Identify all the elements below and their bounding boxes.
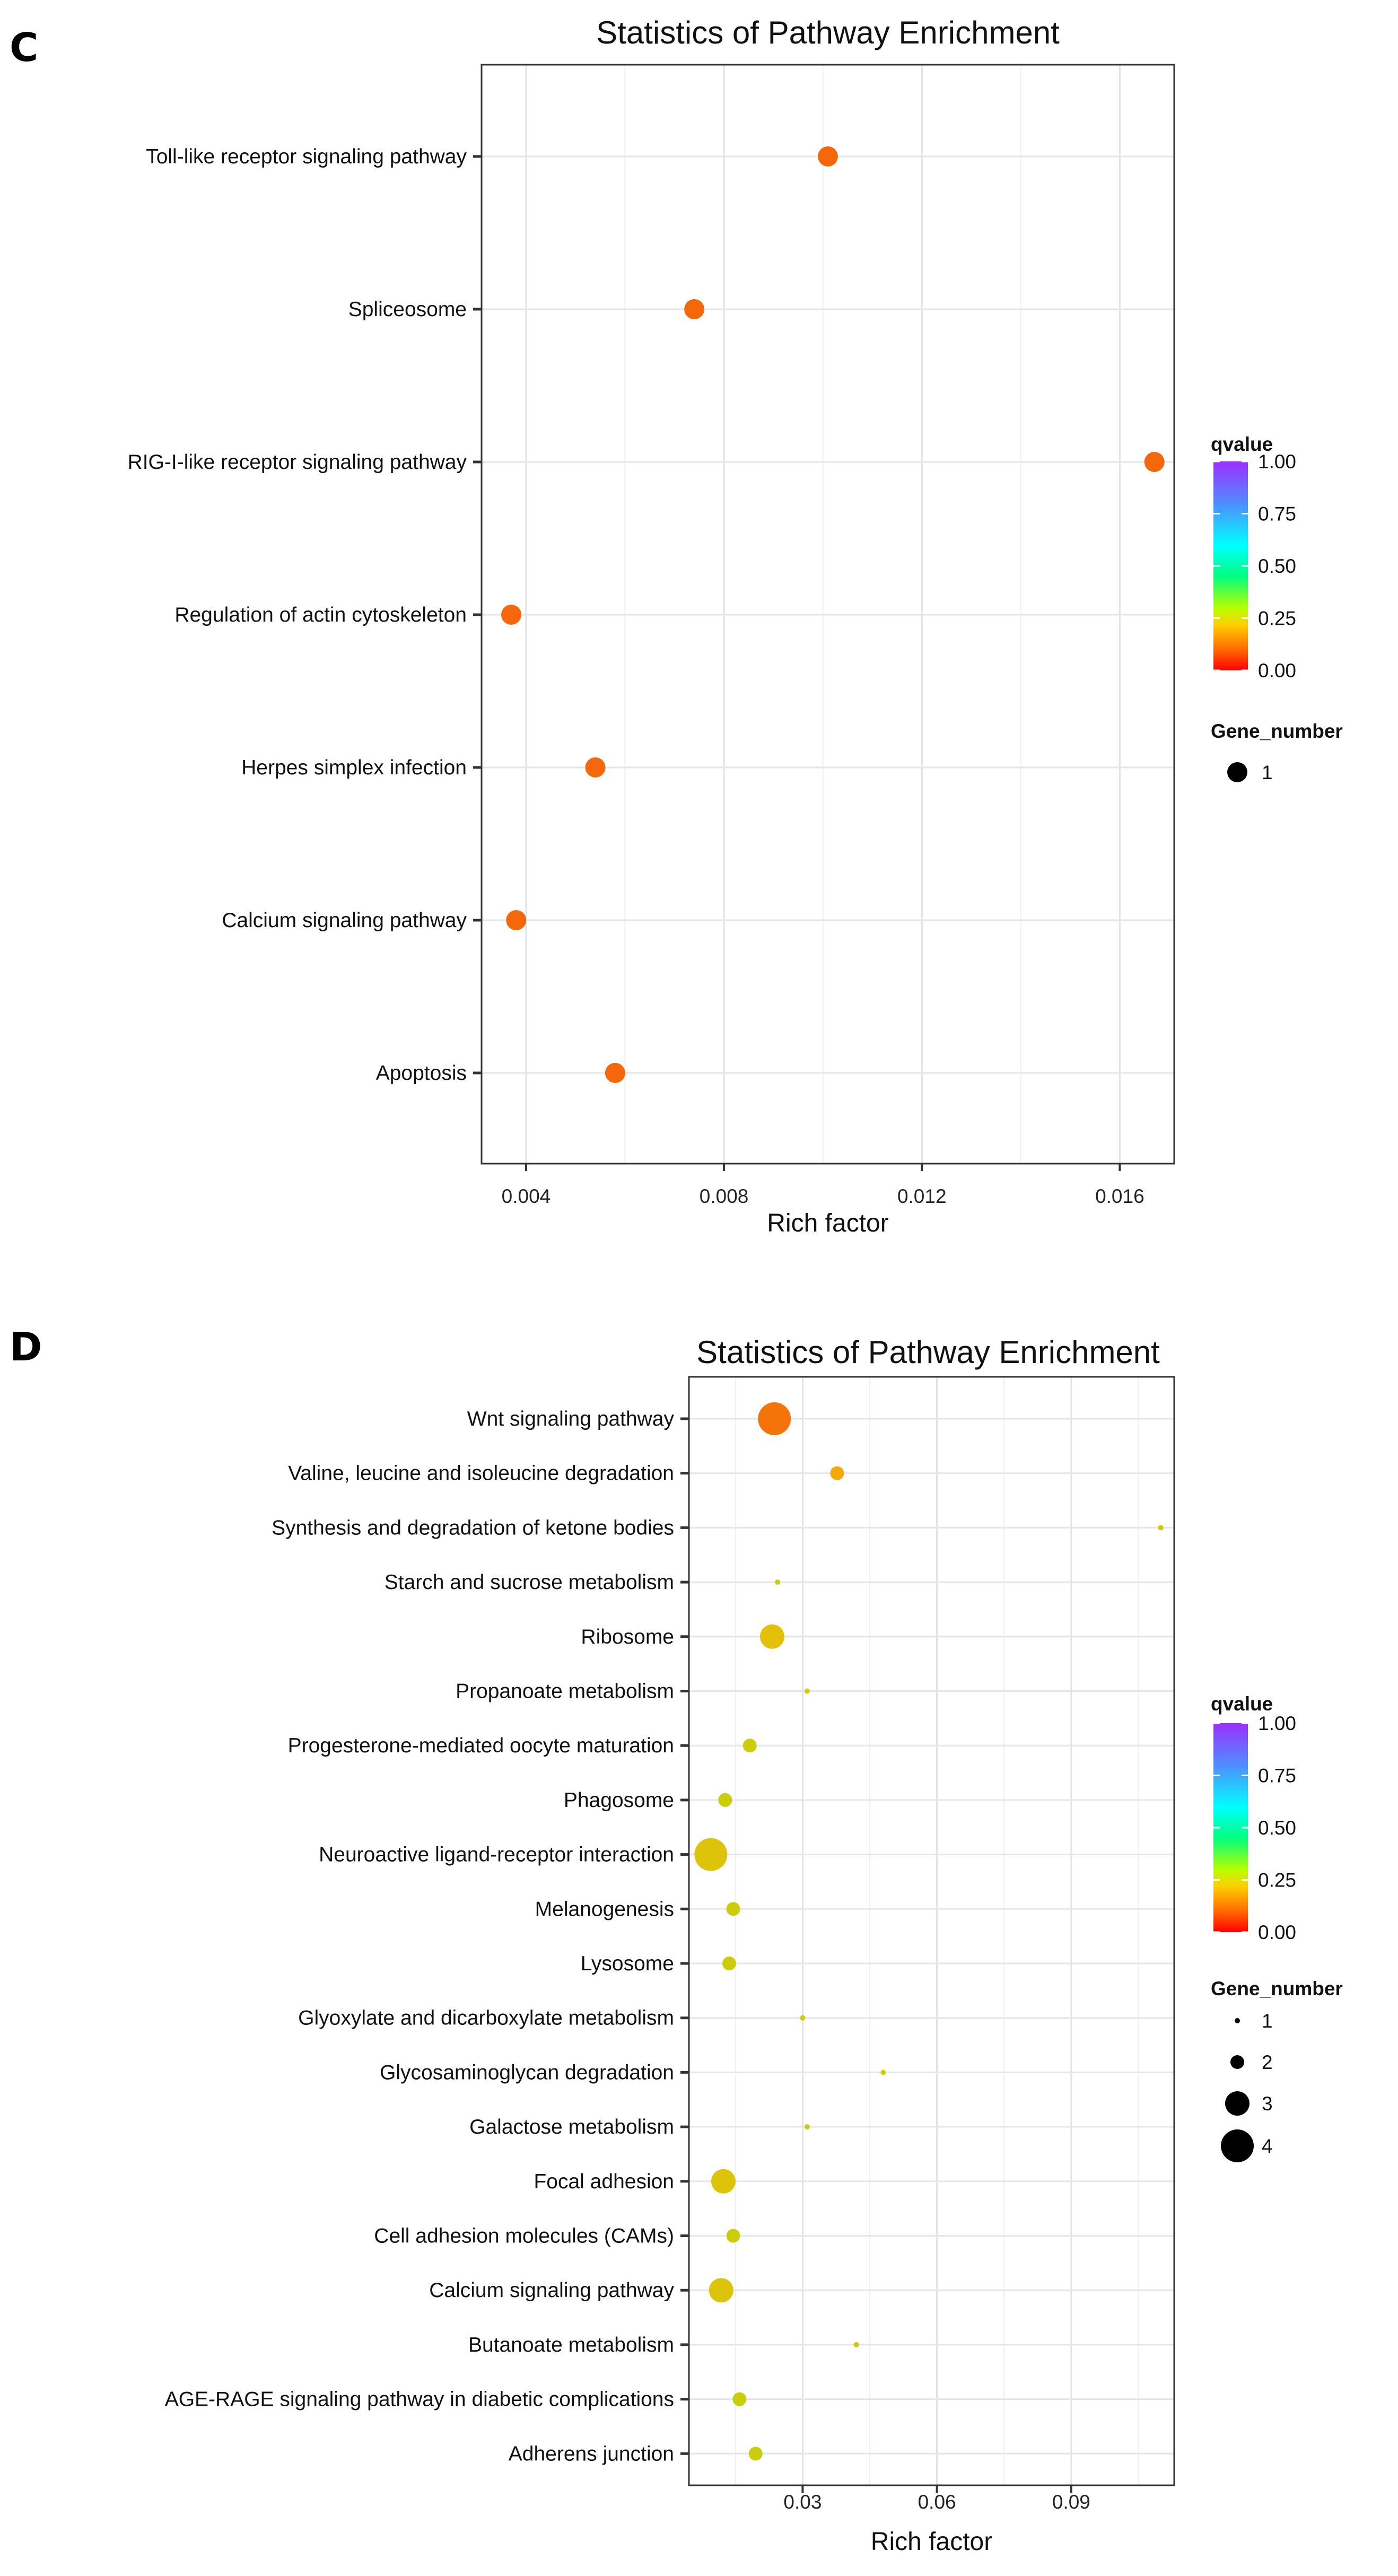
size-legend-label: 2 [1262, 2051, 1273, 2073]
data-point [732, 2392, 747, 2406]
chart-title: Statistics of Pathway Enrichment [596, 15, 1060, 50]
data-point [501, 605, 521, 625]
data-point [726, 1902, 740, 1916]
data-point [718, 1793, 732, 1807]
category-label: Spliceosome [348, 298, 467, 321]
category-label: Calcium signaling pathway [429, 2279, 674, 2302]
category-label: RIG-I-like receptor signaling pathway [128, 451, 467, 474]
x-axis-title: Rich factor [871, 2528, 992, 2556]
data-point [880, 2069, 886, 2075]
colorbar-label: 1.00 [1258, 451, 1296, 473]
data-point [684, 299, 705, 319]
data-point [748, 2447, 763, 2461]
x-tick-label: 0.004 [502, 1185, 551, 1207]
data-point [853, 2342, 859, 2347]
data-point [711, 2169, 736, 2194]
size-legend-marker [1230, 2055, 1244, 2069]
size-legend-title: Gene_number [1211, 1978, 1343, 1999]
data-point [722, 1957, 736, 1970]
category-label: Progesterone-mediated oocyte maturation [288, 1734, 674, 1757]
x-tick-label: 0.012 [897, 1185, 947, 1207]
data-point [605, 1063, 625, 1083]
category-label: Herpes simplex infection [241, 756, 467, 779]
category-label: Adherens junction [509, 2442, 674, 2465]
plot-frame [688, 1376, 1175, 2486]
data-point [804, 1688, 810, 1694]
category-label: Focal adhesion [534, 2170, 674, 2193]
size-legend-label: 1 [1262, 762, 1273, 783]
colorbar-label: 0.00 [1258, 1922, 1296, 1943]
colorbar-title: qvalue [1211, 1693, 1273, 1715]
x-axis-title: Rich factor [767, 1209, 888, 1237]
data-point [585, 757, 606, 778]
category-label: Toll-like receptor signaling pathway [146, 145, 467, 168]
colorbar-label: 0.50 [1258, 555, 1296, 577]
data-point [760, 1624, 785, 1649]
data-point [1144, 452, 1165, 472]
category-label: Starch and sucrose metabolism [385, 1571, 674, 1594]
chart-panel-c: C Statistics of Pathway Enrichment Toll-li… [10, 15, 1343, 1237]
data-point [758, 1402, 791, 1435]
colorbar-label: 1.00 [1258, 1713, 1296, 1734]
chart-panel-d: D Statistics of Pathway Enrichment Wnt sig… [10, 1324, 1343, 2556]
size-legend-marker [1221, 2129, 1254, 2162]
x-tick-label: 0.03 [783, 2491, 822, 2513]
category-label: Melanogenesis [535, 1898, 674, 1920]
colorbar-label: 0.00 [1258, 660, 1296, 682]
data-point [742, 1739, 757, 1753]
x-tick-label: 0.016 [1095, 1185, 1144, 1207]
colorbar-label: 0.75 [1258, 503, 1296, 525]
colorbar-label: 0.75 [1258, 1765, 1296, 1787]
data-point [818, 146, 838, 167]
category-label: Synthesis and degradation of ketone bodi… [272, 1516, 674, 1539]
size-legend-marker [1227, 762, 1247, 782]
x-tick-label: 0.008 [700, 1185, 749, 1207]
colorbar-label: 0.25 [1258, 1870, 1296, 1891]
category-label: Cell adhesion molecules (CAMs) [374, 2225, 674, 2248]
data-point [800, 2015, 806, 2021]
category-label: Butanoate metabolism [468, 2334, 674, 2356]
category-label: Neuroactive ligand-receptor interaction [319, 1844, 674, 1866]
chart-title: Statistics of Pathway Enrichment [696, 1334, 1160, 1370]
data-point [709, 2278, 733, 2303]
category-label: Glyoxylate and dicarboxylate metabolism [298, 2007, 674, 2030]
category-label: Glycosaminoglycan degradation [380, 2061, 674, 2084]
category-label: Apoptosis [376, 1062, 467, 1085]
category-label: Ribosome [581, 1626, 674, 1648]
data-point [830, 1466, 844, 1480]
plot-area [689, 1377, 1174, 2485]
size-legend-label: 1 [1262, 2010, 1273, 2032]
category-label: AGE-RAGE signaling pathway in diabetic c… [165, 2388, 674, 2411]
category-label: Valine, leucine and isoleucine degradati… [288, 1462, 674, 1485]
panel-letter: D [10, 1324, 42, 1370]
data-point [804, 2124, 810, 2130]
category-label: Lysosome [581, 1952, 674, 1975]
category-label: Regulation of actin cytoskeleton [174, 604, 467, 626]
size-legend-title: Gene_number [1211, 720, 1343, 742]
size-legend-marker [1235, 2018, 1240, 2023]
panel-letter: C [10, 25, 38, 71]
data-point [775, 1579, 781, 1585]
colorbar-label: 0.50 [1258, 1817, 1296, 1839]
category-label: Wnt signaling pathway [467, 1408, 675, 1430]
x-tick-label: 0.06 [918, 2491, 956, 2513]
data-point [1158, 1525, 1164, 1531]
colorbar-label: 0.25 [1258, 608, 1296, 630]
x-tick-label: 0.09 [1052, 2491, 1090, 2513]
category-label: Galactose metabolism [469, 2116, 674, 2138]
data-point [506, 910, 527, 930]
size-legend-label: 4 [1262, 2135, 1273, 2157]
category-label: Calcium signaling pathway [222, 909, 467, 932]
data-point [694, 1838, 728, 1871]
colorbar-title: qvalue [1211, 433, 1273, 455]
size-legend-label: 3 [1262, 2093, 1273, 2115]
category-label: Phagosome [564, 1789, 674, 1812]
size-legend-marker [1225, 2091, 1250, 2116]
category-label: Propanoate metabolism [456, 1680, 674, 1703]
data-point [726, 2229, 740, 2243]
